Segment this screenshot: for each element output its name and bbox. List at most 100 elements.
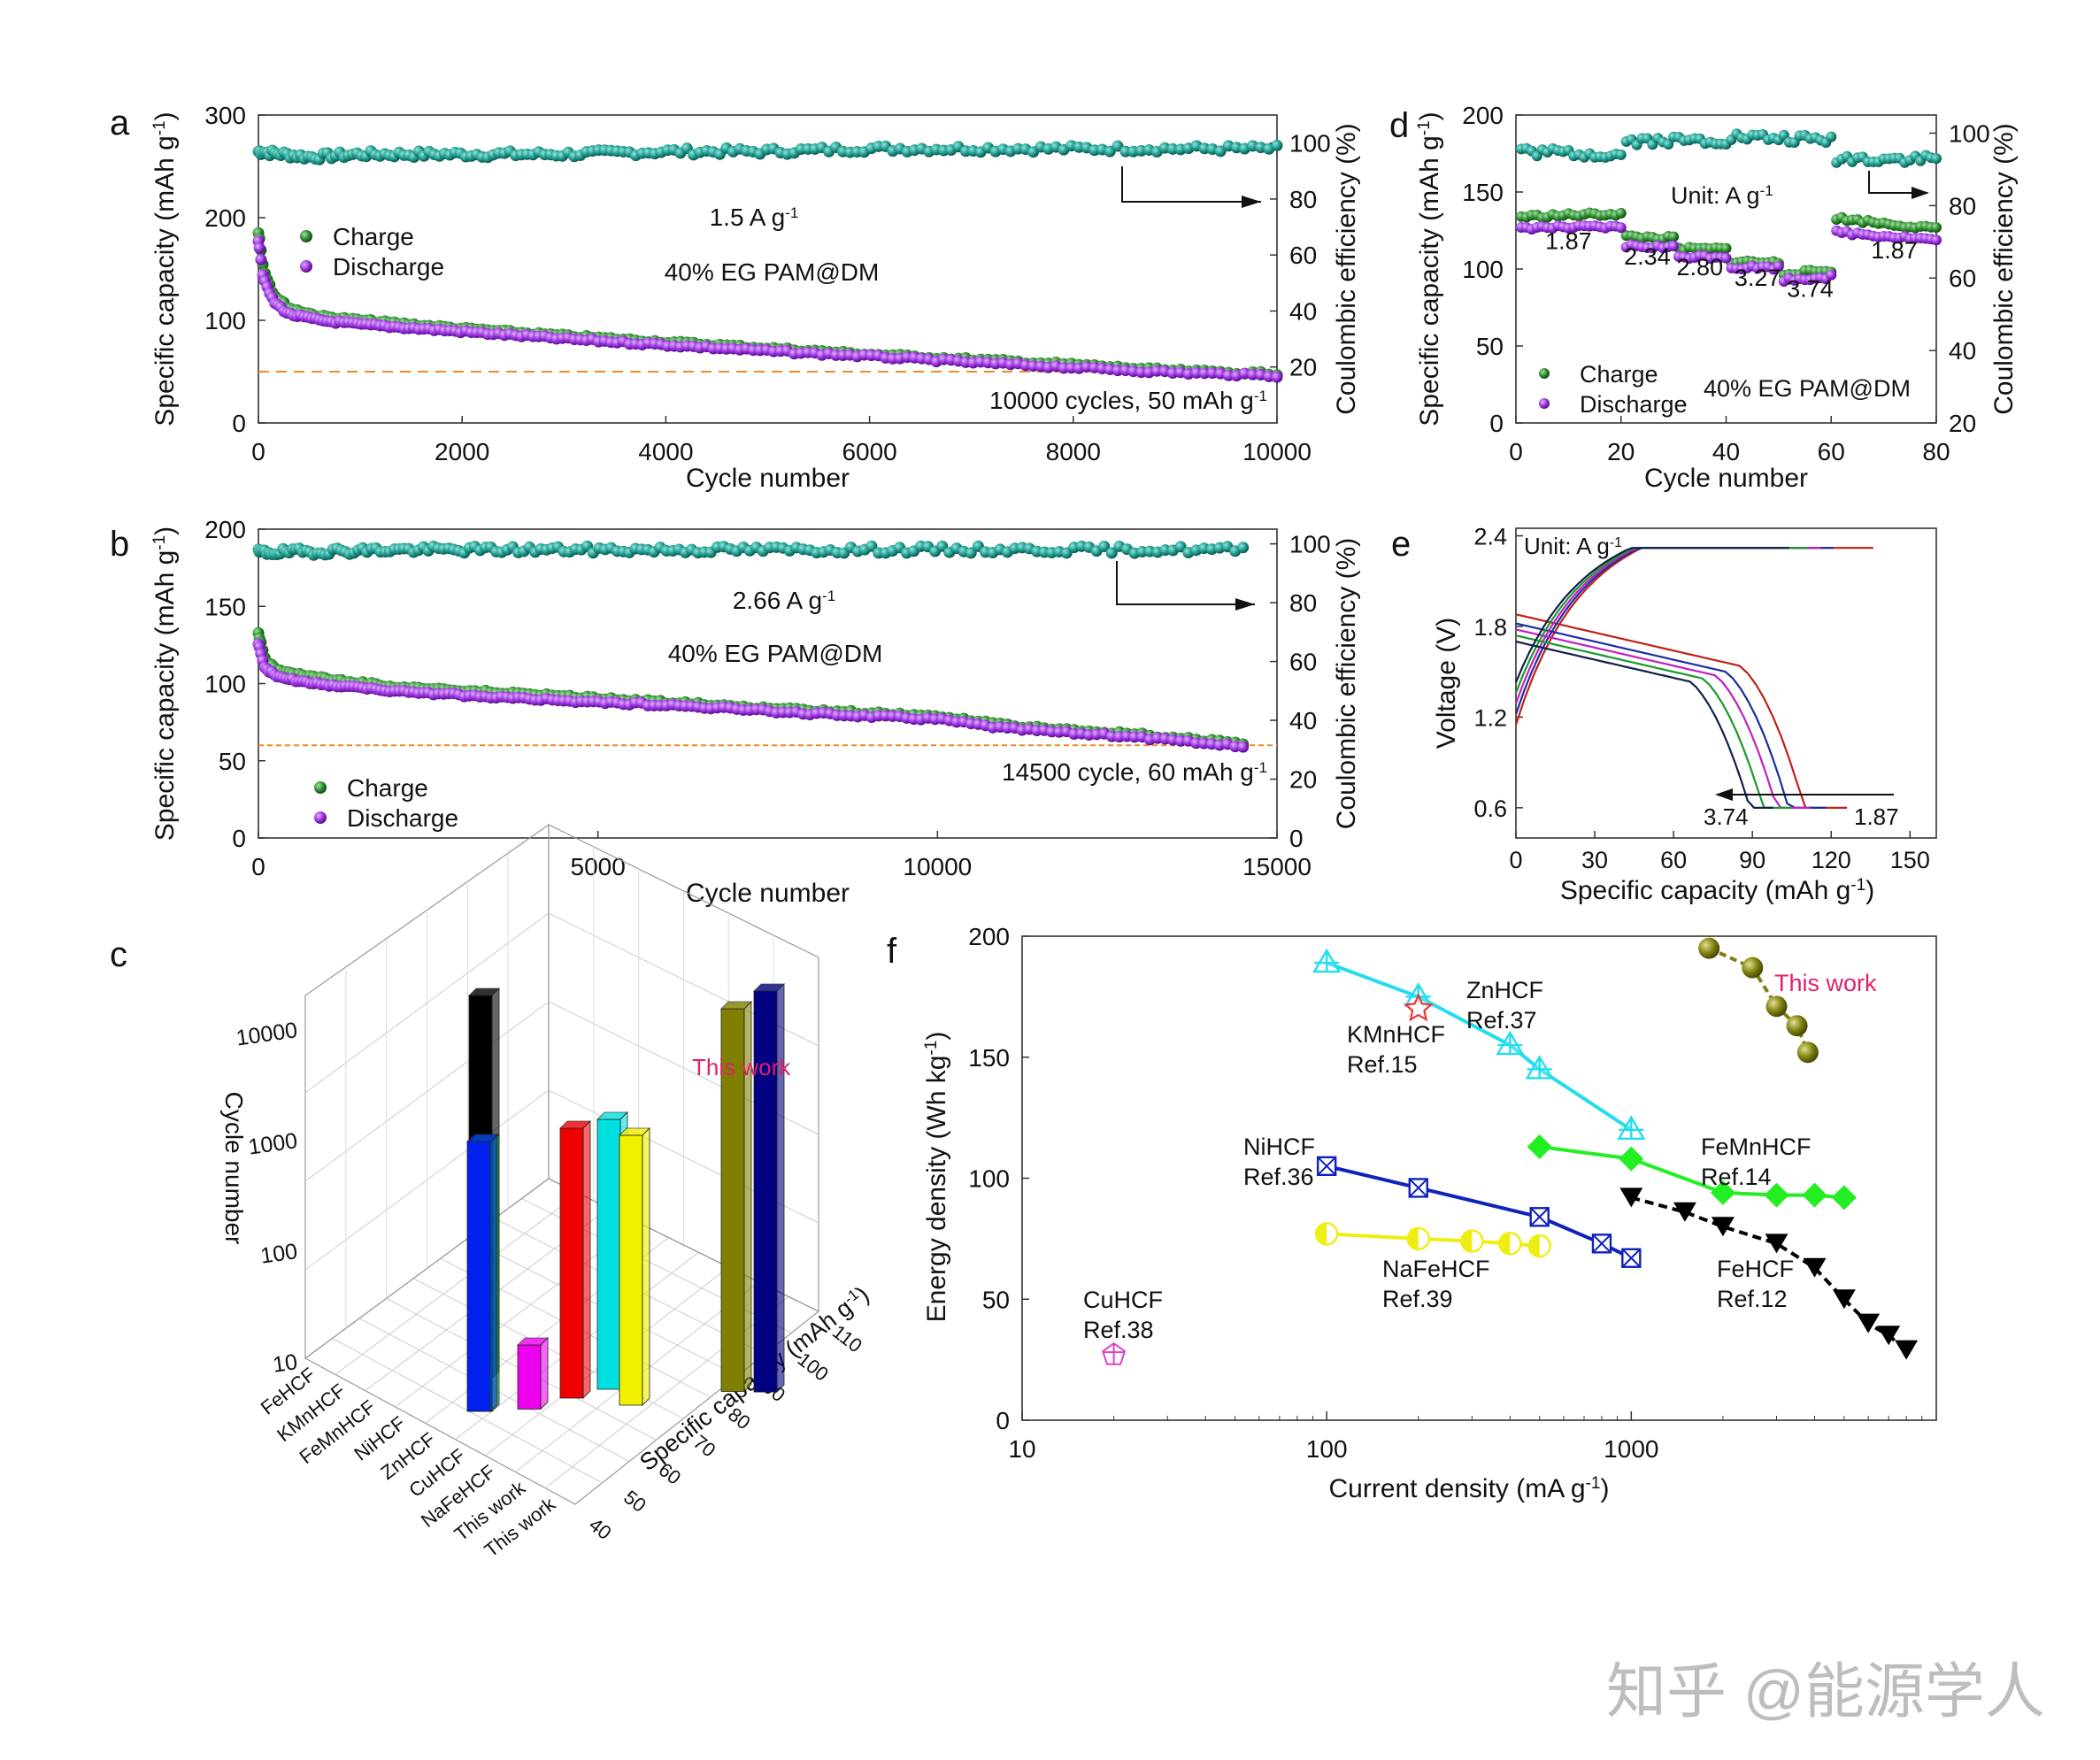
- charge-point: [1615, 207, 1627, 219]
- ce-point: [1826, 131, 1837, 142]
- x-tick-label: 15000: [1242, 853, 1312, 880]
- series-ref-label: Ref.37: [1466, 1007, 1537, 1034]
- y-axis-label: Specific capacity (mAh g-1): [150, 526, 181, 841]
- y2-tick-label: 100: [1289, 130, 1331, 158]
- x-tick-label: 6000: [842, 438, 896, 465]
- series-name-label: This work: [1774, 970, 1877, 996]
- series-name-label: ZnHCF: [1466, 977, 1543, 1003]
- marker-triangle-down: [1877, 1326, 1901, 1346]
- y-axis-label: Energy density (Wh kg-1): [922, 1032, 952, 1323]
- discharge-point: [1247, 368, 1259, 380]
- ce-point: [1931, 153, 1942, 165]
- axis-arrow: [1121, 166, 1261, 203]
- series-ref-label: Ref.36: [1243, 1164, 1314, 1190]
- marker-star: [1403, 993, 1434, 1022]
- discharge-point: [1826, 269, 1837, 281]
- legend-charge-label: Charge: [1580, 361, 1658, 388]
- ce-point: [1615, 149, 1627, 160]
- x-tick-label: 2000: [435, 438, 489, 465]
- marker-triangle-down: [1832, 1289, 1856, 1310]
- marker-pentagon: [1102, 1341, 1127, 1365]
- marker-sphere: [1698, 937, 1720, 959]
- panel-a: a 0 2000 4000 6000 8000 10000 0 100 200 300 20 40 60 8…: [110, 102, 1361, 493]
- ce-point: [1663, 139, 1674, 150]
- axis-arrowhead: [1235, 598, 1255, 611]
- ce-point: [1105, 547, 1118, 559]
- marker-triangle-down: [1711, 1217, 1735, 1237]
- y2-tick-label: 0: [1289, 825, 1304, 852]
- marker-square-x-cross: [1530, 1207, 1550, 1226]
- discharge-point: [1931, 234, 1942, 246]
- discharge-point: [1668, 240, 1680, 251]
- marker-half-circle-fill: [1316, 1223, 1327, 1245]
- marker-diamond: [1710, 1180, 1735, 1205]
- y-tick-label: 50: [982, 1286, 1010, 1313]
- marker-square-x-cross: [1317, 1157, 1336, 1176]
- marker-diamond: [1527, 1134, 1552, 1159]
- legend-discharge-label: Discharge: [347, 804, 458, 832]
- x-tick-label: 60: [1818, 438, 1845, 465]
- y-tick-label: 100: [968, 1165, 1010, 1193]
- x-tick-label: 0: [251, 438, 265, 465]
- legend-discharge-label: Discharge: [333, 253, 444, 281]
- y-tick-label: 100: [204, 671, 246, 698]
- bar: [517, 1344, 542, 1410]
- discharge-curve: [1515, 634, 1792, 809]
- y-tick-label: 0: [232, 825, 246, 852]
- y-tick-label: 1.8: [1473, 614, 1507, 641]
- y-axis-label: Voltage (V): [1432, 618, 1461, 749]
- legend-charge-label: Charge: [333, 223, 414, 250]
- x-tick-label: 5000: [571, 853, 626, 880]
- marker-triangle-cross: [1496, 1030, 1525, 1056]
- series-name-label: NaFeHCF: [1382, 1256, 1490, 1282]
- y2-tick-label: 60: [1289, 649, 1317, 676]
- bar: [619, 1134, 643, 1406]
- annotation: 40% EG PAM@DM: [665, 258, 880, 286]
- x-tick-label: 40: [1712, 438, 1740, 465]
- y-tick-label: 0: [996, 1407, 1010, 1434]
- x-axis-label: Cycle number: [686, 464, 850, 493]
- discharge-point: [1198, 367, 1211, 380]
- legend-charge-marker: [1539, 368, 1550, 379]
- ce-point: [1237, 542, 1250, 554]
- series-ref-label: Ref.15: [1347, 1051, 1418, 1078]
- y-tick-label: 150: [1462, 179, 1504, 206]
- y2-tick-label: 60: [1949, 265, 1976, 292]
- y2-axis-label: Coulombic efficiency (%): [1332, 123, 1361, 415]
- annotation-rate-high: 3.74: [1704, 803, 1749, 830]
- marker-diamond: [1619, 1146, 1644, 1172]
- z-tick-label: 100: [259, 1239, 299, 1269]
- series-name-label: FeMnHCF: [1701, 1134, 1812, 1160]
- series-ref-label: Ref.38: [1083, 1317, 1154, 1343]
- capacity-tick-label: 50: [619, 1486, 650, 1517]
- panel-b: b0 5000 10000 15000050100150200020406080100…: [110, 516, 1361, 908]
- discharge-point: [253, 242, 265, 254]
- rate-label: 2.34: [1624, 243, 1671, 270]
- x-tick-label: 0: [251, 853, 265, 880]
- x-tick-label: 100: [1306, 1435, 1348, 1463]
- rate-label: 1.87: [1545, 227, 1592, 254]
- charge-point: [1931, 221, 1942, 233]
- annotation: 10000 cycles, 50 mAh g-1: [989, 387, 1267, 414]
- charge-curve: [1514, 547, 1835, 715]
- y-tick-label: 0: [1489, 410, 1504, 437]
- discharge-point: [1773, 260, 1784, 272]
- series-name-label: CuHCF: [1083, 1287, 1163, 1313]
- z-tick-label: 1000: [247, 1128, 299, 1159]
- y-tick-label: 150: [204, 593, 246, 620]
- series-name-label: NiHCF: [1243, 1134, 1315, 1160]
- ce-point: [1271, 139, 1283, 151]
- marker-sphere: [1796, 1041, 1819, 1064]
- bar: [559, 1127, 584, 1399]
- y-tick-label: 300: [204, 102, 246, 129]
- discharge-point: [1271, 371, 1283, 383]
- marker-diamond: [1802, 1182, 1827, 1208]
- y2-tick-label: 20: [1949, 410, 1976, 437]
- marker-square-x-cross: [1592, 1234, 1612, 1254]
- legend-charge-marker: [300, 230, 312, 242]
- annotation-unit: Unit: A g-1: [1524, 533, 1622, 559]
- marker-square-x-cross: [1409, 1178, 1428, 1198]
- panel-letter: f: [887, 932, 897, 971]
- y2-tick-label: 80: [1289, 589, 1317, 617]
